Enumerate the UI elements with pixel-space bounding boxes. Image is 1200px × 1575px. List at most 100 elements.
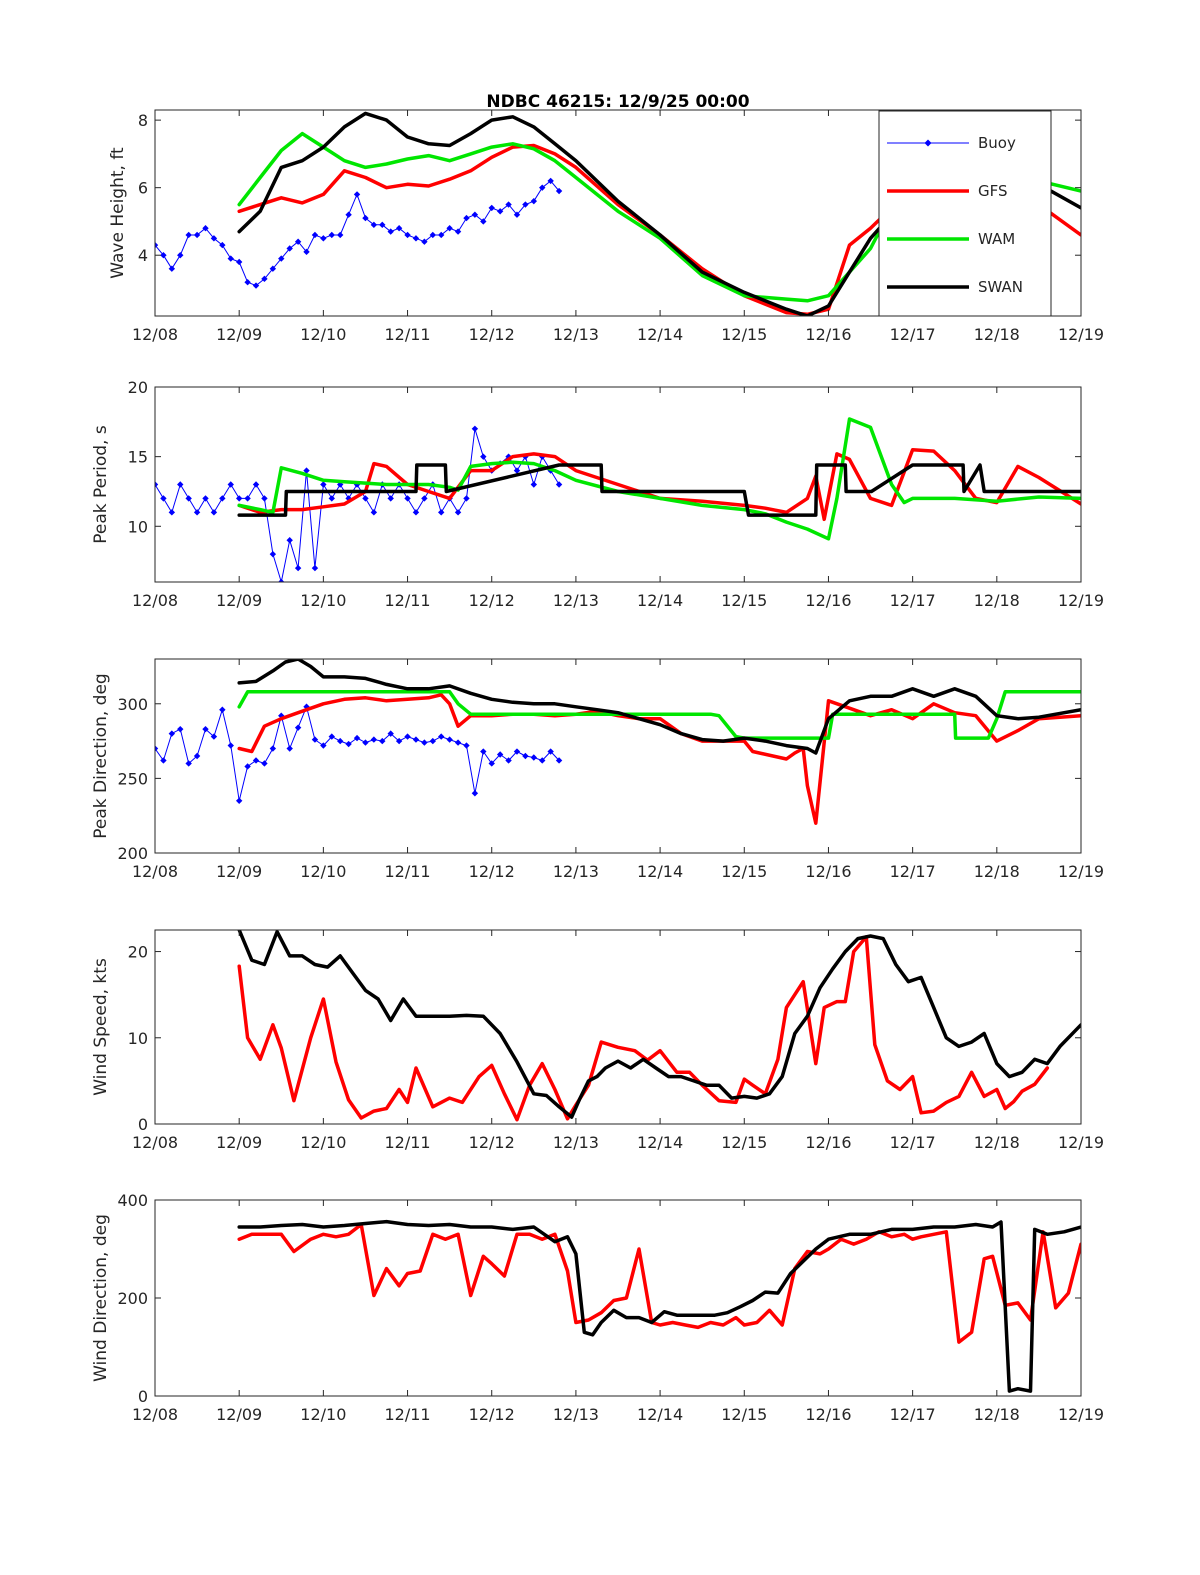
- data-point-buoy: [328, 495, 335, 502]
- data-point-buoy: [294, 564, 302, 572]
- panel-5: 12/08 12/09 12/10 12/11 12/12 12/13 12/14 12/15…: [91, 1191, 1104, 1424]
- data-point-buoy: [555, 187, 563, 195]
- y-axis-label: Wave Height, ft: [108, 147, 128, 279]
- data-point-buoy: [480, 218, 487, 225]
- data-point-buoy: [320, 235, 327, 242]
- x-tick-label: 12/13: [553, 1405, 599, 1424]
- data-point-buoy: [227, 742, 234, 749]
- data-point-buoy: [185, 760, 192, 767]
- data-point-buoy: [488, 760, 495, 767]
- data-point-buoy: [370, 736, 378, 743]
- x-tick-label: 12/10: [300, 325, 346, 344]
- data-point-buoy: [513, 748, 521, 755]
- y-tick-label: 200: [117, 1289, 148, 1308]
- data-point-buoy: [311, 736, 319, 743]
- x-tick-label: 12/16: [805, 591, 851, 610]
- data-point-buoy: [471, 790, 479, 797]
- data-point-buoy: [454, 739, 462, 746]
- data-point-buoy: [219, 495, 226, 502]
- data-point-buoy: [362, 739, 369, 746]
- x-tick-label: 12/08: [132, 1133, 178, 1152]
- data-point-buoy: [286, 245, 293, 252]
- data-point-buoy: [202, 224, 209, 232]
- x-tick-label: 12/12: [469, 591, 515, 610]
- data-point-buoy: [345, 211, 352, 218]
- x-tick-label: 12/15: [721, 1133, 767, 1152]
- x-tick-label: 12/17: [890, 591, 936, 610]
- data-point-buoy: [438, 733, 445, 740]
- x-tick-label: 12/11: [384, 862, 430, 881]
- data-point-buoy: [370, 509, 378, 516]
- data-point-buoy: [539, 757, 546, 764]
- data-point-buoy: [412, 509, 420, 516]
- y-axis-label: Wind Direction, deg: [91, 1214, 111, 1382]
- data-point-buoy: [412, 736, 420, 743]
- data-point-buoy: [210, 235, 218, 242]
- data-point-buoy: [522, 752, 529, 760]
- axes-box: [154, 658, 1082, 854]
- data-point-buoy: [278, 712, 285, 719]
- legend-label-buoy: Buoy: [978, 134, 1016, 152]
- data-point-buoy: [160, 757, 167, 764]
- data-point-buoy: [155, 481, 159, 488]
- data-point-buoy: [345, 740, 352, 748]
- data-point-buoy: [471, 425, 479, 432]
- y-tick-label: 0: [138, 1387, 148, 1406]
- x-tick-label: 12/19: [1058, 325, 1104, 344]
- series-line-swan: [237, 463, 1081, 517]
- data-point-buoy: [185, 495, 192, 502]
- x-tick-label: 12/11: [384, 1405, 430, 1424]
- y-tick-label: 250: [117, 769, 148, 788]
- panels: 12/08 12/09 12/10 12/11 12/12 12/13 12/14 12/15…: [91, 109, 1104, 1424]
- x-tick-label: 12/15: [721, 325, 767, 344]
- y-tick-label: 15: [128, 448, 148, 467]
- series-line-gfs: [237, 935, 1050, 1122]
- x-tick-label: 12/09: [216, 1405, 262, 1424]
- data-point-buoy: [294, 724, 302, 731]
- data-point-buoy: [261, 275, 268, 283]
- x-tick-label: 12/18: [974, 325, 1020, 344]
- data-point-buoy: [286, 537, 293, 544]
- data-point-buoy: [387, 495, 394, 502]
- data-point-buoy: [177, 481, 184, 488]
- panel-3: 12/08 12/09 12/10 12/11 12/12 12/13 12/14 12/15…: [91, 658, 1104, 881]
- x-tick-label: 12/14: [637, 325, 683, 344]
- data-point-buoy: [244, 763, 251, 770]
- data-point-buoy: [168, 509, 176, 516]
- data-point-buoy: [395, 224, 403, 232]
- data-point-buoy: [320, 481, 327, 488]
- data-point-buoy: [193, 752, 201, 760]
- legend-box: [878, 110, 1052, 317]
- axes-box: [154, 109, 1082, 317]
- data-point-buoy: [446, 224, 453, 232]
- data-point-buoy: [429, 737, 436, 745]
- data-point-buoy: [421, 238, 428, 245]
- x-tick-label: 12/13: [553, 325, 599, 344]
- x-tick-label: 12/11: [384, 325, 430, 344]
- x-tick-label: 12/13: [553, 1133, 599, 1152]
- legend-label-wam: WAM: [978, 230, 1015, 248]
- x-tick-label: 12/17: [890, 1405, 936, 1424]
- data-point-buoy: [496, 208, 504, 215]
- data-point-buoy: [269, 745, 277, 752]
- legend-marker-buoy: [924, 139, 932, 147]
- x-tick-label: 12/13: [553, 591, 599, 610]
- y-tick-label: 10: [128, 517, 148, 536]
- panel-series: [237, 930, 1081, 1122]
- data-point-buoy: [454, 509, 462, 516]
- data-point-buoy: [235, 258, 243, 266]
- data-point-buoy: [227, 481, 234, 488]
- y-tick-label: 300: [117, 695, 148, 714]
- data-point-buoy: [513, 467, 521, 474]
- data-point-buoy: [387, 228, 394, 235]
- data-point-buoy: [168, 730, 176, 737]
- data-point-buoy: [303, 467, 310, 474]
- data-point-buoy: [278, 578, 285, 582]
- x-tick-label: 12/14: [637, 862, 683, 881]
- data-point-buoy: [505, 201, 512, 208]
- data-point-buoy: [286, 745, 293, 752]
- y-axis-label: Wind Speed, kts: [91, 958, 111, 1096]
- x-tick-label: 12/12: [469, 1405, 515, 1424]
- data-point-buoy: [353, 734, 361, 742]
- data-point-buoy: [530, 481, 538, 488]
